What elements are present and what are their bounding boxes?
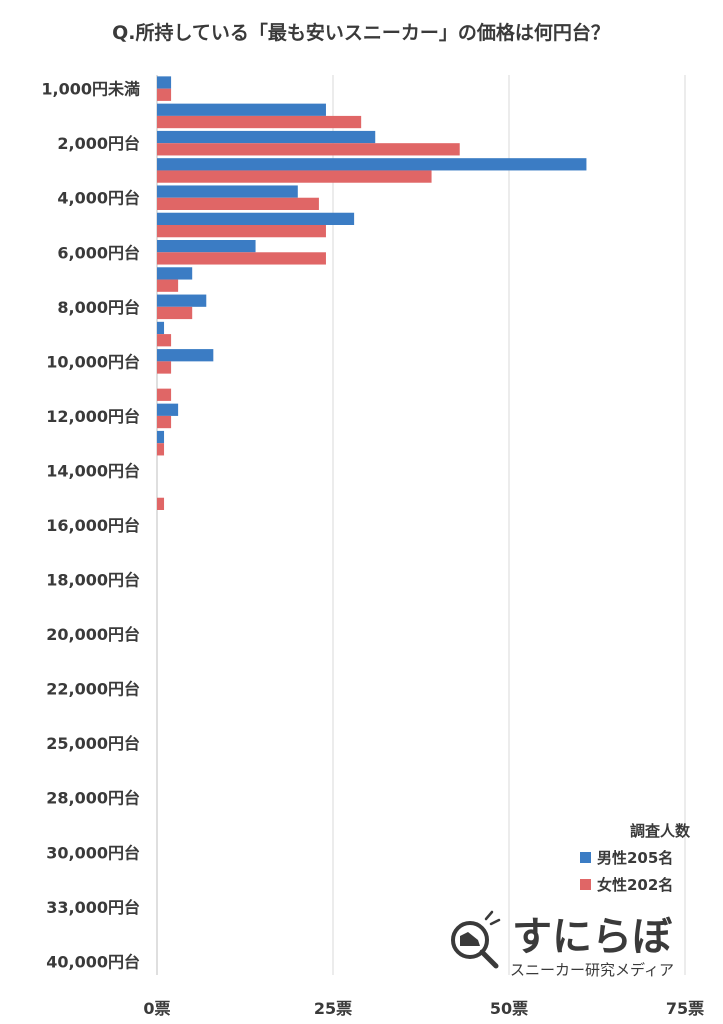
magnifier-sneaker-icon	[451, 910, 501, 969]
bar-female	[157, 334, 172, 347]
bar-female	[157, 170, 432, 183]
y-tick-label: 33,000円台	[46, 898, 140, 917]
bar-female	[157, 497, 165, 510]
y-tick-label: 16,000円台	[46, 516, 140, 535]
x-tick-label: 0票	[143, 999, 170, 1018]
bar-female	[157, 443, 165, 456]
bar-female	[157, 388, 172, 401]
y-tick-label: 40,000円台	[46, 952, 140, 971]
bar-male	[157, 294, 207, 307]
bar-female	[157, 415, 172, 429]
y-tick-label: 25,000円台	[46, 734, 140, 753]
bar-male	[157, 349, 214, 362]
bar-female	[157, 115, 362, 129]
bar-male	[157, 76, 172, 89]
legend-label-male: 男性205名	[597, 849, 673, 867]
legend-swatch-female	[580, 879, 591, 890]
bar-male	[157, 321, 165, 335]
bar-female	[157, 88, 172, 101]
bar-female	[157, 361, 172, 374]
bars	[157, 76, 587, 510]
x-tick-label: 50票	[490, 999, 528, 1018]
bar-female	[157, 252, 326, 265]
legend-swatch-male	[580, 852, 591, 863]
bar-male	[157, 103, 326, 116]
logo: すにらぼ スニーカー研究メディア	[451, 910, 674, 979]
bar-female	[157, 143, 460, 156]
bar-female	[157, 225, 326, 238]
logo-subtitle: スニーカー研究メディア	[510, 961, 674, 979]
bar-female	[157, 306, 193, 320]
bar-male	[157, 158, 587, 171]
legend-title: 調査人数	[630, 822, 691, 840]
bar-male	[157, 240, 256, 253]
y-tick-label: 4,000円台	[57, 189, 140, 208]
bar-male	[157, 130, 376, 144]
x-axis-labels: 0票 25票 50票 75票	[143, 999, 704, 1018]
y-tick-label: 1,000円未満	[41, 80, 140, 99]
bar-male	[157, 403, 179, 416]
logo-title: すにらぼ	[512, 914, 672, 960]
y-axis-labels: 1,000円未満 2,000円台 4,000円台 6,000円台 8,000円台 10,0…	[41, 80, 140, 972]
y-tick-label: 30,000円台	[46, 843, 140, 862]
bar-female	[157, 197, 319, 210]
x-tick-label: 75票	[666, 999, 704, 1018]
y-tick-label: 28,000円台	[46, 789, 140, 808]
gridlines	[332, 75, 686, 975]
y-tick-label: 6,000円台	[57, 243, 140, 262]
bar-male	[157, 267, 193, 280]
y-tick-label: 22,000円台	[46, 680, 140, 699]
y-tick-label: 14,000円台	[46, 461, 140, 480]
bar-male	[157, 212, 355, 225]
bar-male	[157, 430, 165, 444]
bar-male	[157, 185, 298, 198]
y-tick-label: 18,000円台	[46, 571, 140, 590]
y-tick-label: 8,000円台	[57, 298, 140, 317]
y-tick-label: 12,000円台	[46, 407, 140, 426]
y-tick-label: 20,000円台	[46, 625, 140, 644]
legend: 調査人数 男性205名 女性202名	[580, 822, 691, 894]
bar-female	[157, 279, 179, 292]
y-tick-label: 10,000円台	[46, 352, 140, 371]
legend-label-female: 女性202名	[597, 876, 673, 894]
y-tick-label: 2,000円台	[57, 134, 140, 153]
x-tick-label: 25票	[314, 999, 352, 1018]
chart-title: Q.所持している「最も安いスニーカー」の価格は何円台？	[112, 21, 610, 44]
